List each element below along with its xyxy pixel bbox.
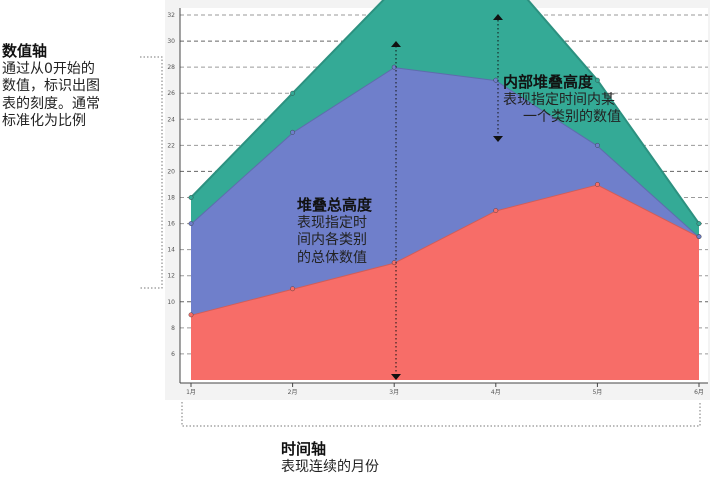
y-tick-label: 8 [171, 325, 175, 332]
y-tick-label: 28 [167, 64, 175, 71]
inner-height-title: 内部堆叠高度 [503, 73, 594, 91]
data-point-series-1 [290, 286, 295, 292]
y-tick-labels: 6 8 10 12 14 16 18 20 22 24 26 28 30 32 [167, 12, 175, 358]
time-axis-bracket [181, 402, 701, 427]
value-axis-line-3: 表的刻度。通常 [2, 95, 100, 112]
value-axis-title: 数值轴 [2, 42, 48, 60]
line-series-3 [190, 0, 700, 225]
time-axis-title: 时间轴 [281, 440, 327, 458]
x-tick-label: 3月 [389, 389, 399, 396]
annotation-guides [140, 14, 701, 427]
axes [179, 8, 708, 384]
x-tick-label: 2月 [288, 389, 298, 396]
time-axis-annotation: 时间轴 表现连续的月份 [281, 440, 441, 476]
data-point-series-2 [696, 234, 702, 240]
y-tick-label: 16 [167, 221, 175, 228]
area-series-3 [191, 0, 699, 237]
y-tick-label: 32 [167, 12, 175, 19]
value-axis-bracket [140, 56, 163, 289]
x-tick-label: 5月 [592, 389, 602, 396]
y-tick-label: 6 [171, 351, 175, 358]
data-point-series-2 [595, 142, 600, 148]
y-tick-label: 22 [167, 142, 175, 149]
x-tick-label: 4月 [491, 389, 501, 396]
data-point-series-2 [290, 129, 295, 135]
inner-height-line-2: 一个类别的数值 [523, 109, 621, 126]
y-tick-label: 10 [167, 299, 175, 306]
y-tick-label: 24 [167, 116, 175, 123]
data-point-series-3 [696, 221, 702, 226]
y-tick-label: 26 [167, 90, 175, 97]
y-tick-label: 20 [167, 168, 175, 175]
data-point-series-2 [188, 221, 194, 226]
stack-total-annotation: 堆叠总高度 表现指定时 间内各类别 的总体数值 [297, 196, 393, 267]
stack-total-line-2: 间内各类别 [297, 232, 367, 249]
data-point-series-3 [595, 77, 600, 83]
area-series-1 [191, 184, 699, 380]
data-point-series-1 [188, 312, 194, 318]
value-axis-line-1: 通过从0开始的 [2, 60, 95, 77]
value-axis-line-2: 数值，标识出图 [2, 78, 100, 95]
inner-height-arrow [493, 14, 503, 142]
time-axis-line-1: 表现连续的月份 [281, 458, 379, 475]
data-point-series-2 [493, 77, 499, 83]
x-tick-labels: 1月 2月 3月 4月 5月 6月 [186, 383, 704, 396]
data-point-series-3 [290, 90, 295, 96]
y-tick-label: 12 [167, 273, 175, 280]
x-tick-label: 1月 [186, 389, 196, 396]
y-tick-label: 14 [167, 247, 175, 254]
value-axis-line-4: 标准化为比例 [2, 113, 86, 130]
inner-height-line-1: 表现指定时间内某 [503, 91, 615, 108]
data-points [188, 64, 702, 318]
stack-total-arrow [391, 41, 401, 380]
inner-height-annotation: 内部堆叠高度 表现指定时间内某 一个类别的数值 [503, 73, 643, 127]
stack-total-line-3: 的总体数值 [297, 249, 367, 266]
y-tick-label: 18 [167, 195, 175, 202]
data-point-series-3 [188, 195, 194, 200]
stack-total-line-1: 表现指定时 [297, 214, 367, 231]
stack-total-title: 堆叠总高度 [297, 196, 373, 214]
area-series [190, 0, 700, 380]
data-point-series-1 [493, 208, 499, 213]
y-tick-label: 30 [167, 38, 175, 45]
x-tick-label: 6月 [694, 389, 704, 396]
data-point-series-1 [595, 182, 600, 187]
value-axis-annotation: 数值轴 通过从0开始的 数值，标识出图 表的刻度。通常 标准化为比例 [2, 42, 134, 131]
